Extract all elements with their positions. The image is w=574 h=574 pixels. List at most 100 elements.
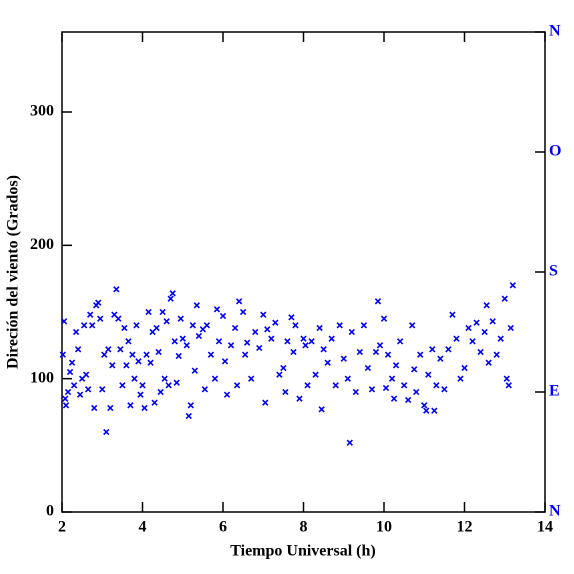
y-axis-title: Direción del viento (Grados) bbox=[5, 175, 22, 369]
y2-tick-label: S bbox=[549, 263, 558, 280]
x-tick-label: 10 bbox=[376, 519, 392, 536]
point bbox=[465, 324, 472, 332]
point bbox=[425, 371, 432, 378]
point bbox=[441, 386, 448, 393]
point bbox=[364, 364, 372, 372]
point bbox=[352, 388, 359, 396]
point bbox=[411, 366, 418, 373]
point bbox=[80, 322, 88, 329]
point bbox=[409, 322, 416, 329]
point bbox=[193, 302, 201, 309]
x-tick-label: 2 bbox=[58, 519, 66, 536]
point bbox=[239, 308, 247, 316]
point bbox=[127, 402, 134, 409]
point bbox=[431, 407, 438, 414]
point bbox=[264, 326, 271, 333]
point bbox=[221, 358, 229, 365]
point bbox=[413, 388, 420, 396]
point bbox=[121, 324, 128, 332]
y-tick-label: 300 bbox=[30, 103, 54, 120]
plot-frame bbox=[61, 31, 546, 513]
y-tick-label: 200 bbox=[30, 236, 54, 253]
point bbox=[374, 298, 382, 305]
point bbox=[143, 351, 150, 358]
y-tick-label: 0 bbox=[46, 503, 54, 520]
point bbox=[260, 311, 267, 318]
point bbox=[262, 399, 269, 406]
point bbox=[302, 342, 309, 349]
x-tick-label: 14 bbox=[537, 519, 553, 536]
y2-tick-label: N bbox=[549, 503, 561, 520]
point bbox=[68, 359, 76, 366]
point bbox=[89, 322, 96, 329]
point bbox=[62, 402, 70, 409]
point bbox=[404, 396, 412, 404]
point bbox=[235, 298, 243, 305]
point bbox=[276, 371, 283, 378]
point bbox=[324, 359, 331, 366]
point bbox=[308, 338, 315, 345]
point bbox=[332, 382, 339, 389]
point bbox=[173, 379, 180, 386]
point bbox=[284, 338, 291, 345]
point bbox=[505, 382, 512, 389]
point bbox=[437, 355, 444, 362]
point bbox=[292, 322, 299, 329]
point bbox=[223, 391, 231, 398]
point bbox=[131, 375, 138, 382]
y2-tick-label: N bbox=[549, 23, 561, 40]
point bbox=[76, 391, 84, 398]
point bbox=[99, 386, 106, 393]
point bbox=[304, 382, 311, 389]
point bbox=[161, 375, 168, 382]
point bbox=[115, 315, 122, 322]
point bbox=[145, 308, 152, 316]
point bbox=[268, 335, 275, 342]
point bbox=[64, 388, 72, 396]
point bbox=[280, 364, 287, 372]
point bbox=[489, 318, 496, 325]
point bbox=[417, 351, 424, 358]
point bbox=[97, 315, 104, 322]
point bbox=[433, 382, 440, 389]
point bbox=[155, 348, 162, 356]
point bbox=[113, 286, 120, 293]
point bbox=[360, 322, 368, 329]
point bbox=[165, 382, 172, 389]
point bbox=[211, 375, 219, 382]
point bbox=[501, 295, 508, 302]
point bbox=[507, 324, 514, 332]
point bbox=[248, 375, 255, 382]
point bbox=[477, 348, 484, 356]
point bbox=[203, 322, 211, 329]
point bbox=[179, 335, 186, 342]
point bbox=[372, 348, 380, 356]
point bbox=[423, 407, 430, 414]
point bbox=[429, 346, 436, 353]
point bbox=[227, 342, 235, 349]
point bbox=[243, 339, 251, 346]
point bbox=[66, 368, 74, 376]
point bbox=[147, 359, 154, 366]
point bbox=[70, 382, 78, 389]
point bbox=[74, 346, 82, 353]
point bbox=[483, 302, 490, 309]
point bbox=[141, 404, 148, 412]
point bbox=[213, 306, 221, 313]
point bbox=[72, 328, 80, 336]
point bbox=[133, 322, 140, 329]
point bbox=[421, 402, 428, 409]
point bbox=[135, 358, 142, 365]
point bbox=[105, 346, 112, 353]
point bbox=[139, 382, 146, 389]
point bbox=[481, 328, 488, 336]
point bbox=[157, 388, 164, 396]
point bbox=[87, 311, 94, 318]
point bbox=[177, 315, 184, 322]
point bbox=[153, 324, 160, 332]
point bbox=[318, 406, 325, 413]
point bbox=[509, 282, 516, 289]
point bbox=[123, 362, 130, 369]
point bbox=[137, 391, 144, 398]
